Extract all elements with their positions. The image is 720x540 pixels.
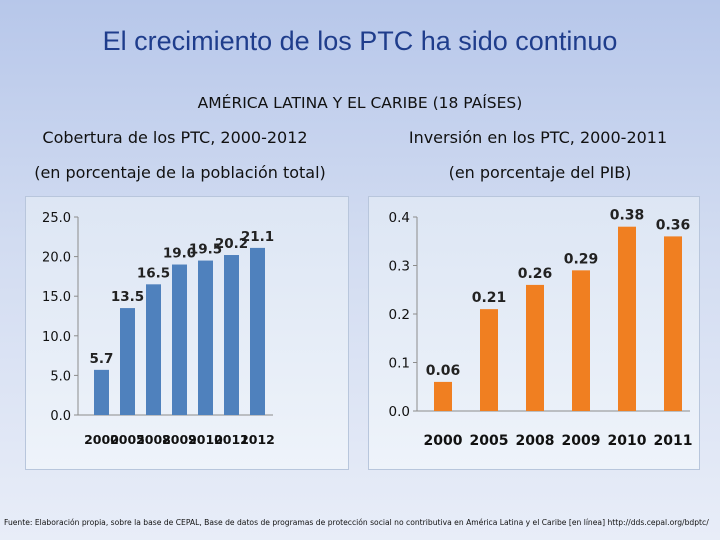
y-tick-label: 0.0 <box>389 404 410 420</box>
region-title: AMÉRICA LATINA Y EL CARIBE (18 PAÍSES) <box>197 94 523 112</box>
investment-chart-subtitle: (en porcentaje del PIB) <box>448 163 632 182</box>
coverage-chart-subtitle: (en porcentaje de la población total) <box>34 163 326 182</box>
y-tick-label: 25.0 <box>42 211 71 226</box>
data-label: 0.29 <box>564 251 599 267</box>
x-tick-label: 2000 <box>424 433 463 449</box>
y-tick-label: 0.1 <box>389 356 410 372</box>
bar <box>434 381 452 411</box>
x-tick-label: 2009 <box>162 432 197 447</box>
y-tick-label: 0.4 <box>389 210 410 226</box>
x-tick-label: 2008 <box>516 433 555 449</box>
x-tick-label: 2009 <box>562 433 601 449</box>
investment-chart: 0.0 0.1 0.2 0.3 0.4 0.06 2000 0.21 2005 0.26 2008 0… <box>368 196 700 470</box>
bar <box>572 270 590 411</box>
y-tick-label: 15.0 <box>42 290 71 305</box>
bar <box>94 369 109 415</box>
bar <box>172 264 187 415</box>
x-tick-label: 2010 <box>608 433 647 449</box>
y-tick-label: 0.2 <box>389 307 410 323</box>
x-tick-label: 2000 <box>84 432 119 447</box>
data-label: 0.26 <box>518 266 553 282</box>
x-tick-label: 2011 <box>654 433 693 449</box>
investment-chart-plot: 0.0 0.1 0.2 0.3 0.4 0.06 2000 0.21 2005 0.26 2008 0… <box>389 208 693 449</box>
data-label: 16.5 <box>137 265 170 281</box>
y-tick-label: 5.0 <box>50 369 71 384</box>
data-label: 13.5 <box>111 289 144 305</box>
y-tick-label: 0.3 <box>389 259 410 275</box>
y-tick-label: 0.0 <box>50 409 71 424</box>
x-tick-label: 2011 <box>214 432 249 447</box>
data-label: 0.21 <box>472 290 507 306</box>
data-label: 20.2 <box>215 236 248 252</box>
y-tick-label: 10.0 <box>42 330 71 345</box>
bar <box>664 236 682 411</box>
coverage-chart: 0.0 5.0 10.0 15.0 20.0 25.0 5.7 2000 13.5 2005 16.… <box>25 196 349 470</box>
x-tick-label: 2010 <box>188 432 223 447</box>
bar <box>120 308 135 415</box>
y-tick-label: 20.0 <box>42 251 71 266</box>
bar <box>526 284 544 411</box>
data-label: 19.5 <box>189 242 222 258</box>
bar <box>146 284 161 415</box>
source-note: Fuente: Elaboración propia, sobre la bas… <box>4 518 709 527</box>
x-tick-label: 2008 <box>136 432 171 447</box>
data-label: 19.0 <box>163 246 196 262</box>
slide-title: El crecimiento de los PTC ha sido contin… <box>102 26 618 56</box>
data-label: 0.06 <box>426 363 461 379</box>
investment-chart-title: Inversión en los PTC, 2000-2011 <box>408 128 668 147</box>
bar <box>618 226 636 411</box>
bar <box>198 260 213 415</box>
data-label: 0.36 <box>656 217 691 233</box>
bar <box>480 309 498 411</box>
data-label: 21.1 <box>241 229 274 245</box>
data-label: 0.38 <box>610 208 645 224</box>
coverage-chart-title: Cobertura de los PTC, 2000-2012 <box>42 128 308 147</box>
bar <box>224 255 239 415</box>
coverage-chart-plot: 0.0 5.0 10.0 15.0 20.0 25.0 5.7 2000 13.5 2005 16.… <box>42 211 275 447</box>
x-tick-label: 2005 <box>110 432 145 447</box>
bar <box>250 247 265 415</box>
x-tick-label: 2005 <box>470 433 509 449</box>
x-tick-label: 2012 <box>240 432 275 447</box>
data-label: 5.7 <box>90 351 114 367</box>
